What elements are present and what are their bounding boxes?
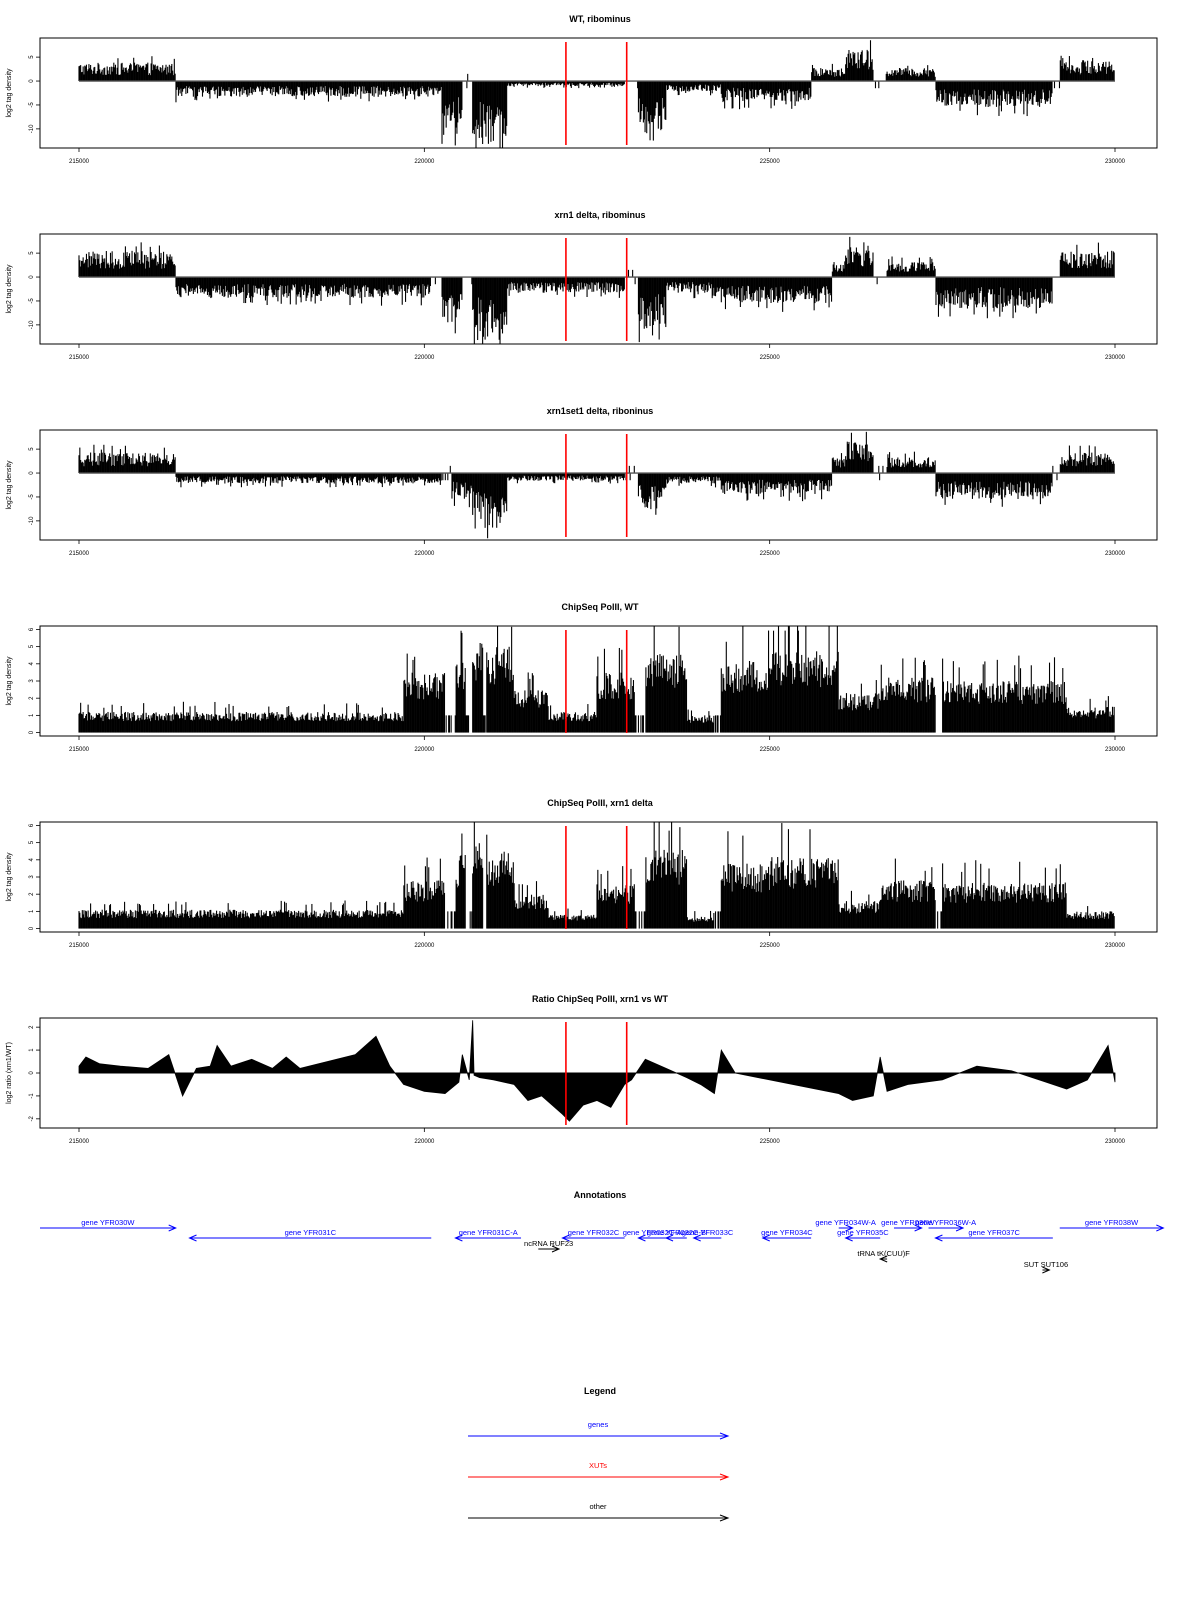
y-tick-label: 6 [29, 823, 35, 827]
y-tick-label: 0 [29, 79, 35, 83]
x-tick-label: 215000 [69, 355, 90, 361]
chart-panel-1: WT, ribominus 5 0 -5 -10 log2 tag density 2150… [6, 14, 1158, 165]
chart-title: xrn1 delta, ribominus [554, 210, 645, 220]
y-tick-label: 3 [29, 875, 35, 879]
chart-panel-5: ChipSeq PolII, xrn1 delta 0 1 2 3 4 5 6 log2 tag… [6, 798, 1158, 949]
y-tick-label: 1 [29, 909, 35, 913]
x-tick-label: 225000 [760, 551, 781, 557]
y-tick-label: 5 [29, 644, 35, 648]
chart-panel-2: xrn1 delta, ribominus 5 0 -5 -10 log2 tag den… [6, 210, 1158, 361]
y-tick-label: 1 [29, 713, 35, 717]
y-tick-label: -10 [29, 516, 35, 525]
data-marks [78, 822, 1115, 929]
y-tick-label: 0 [29, 926, 35, 930]
x-tick-label: 225000 [760, 747, 781, 753]
x-tick-label: 225000 [760, 943, 781, 949]
y-tick-label: 5 [29, 447, 35, 451]
y-axis-label: log2 tag density [6, 68, 13, 118]
data-marks [78, 236, 1115, 344]
y-tick-label: 5 [29, 840, 35, 844]
plot-frame [39, 233, 1158, 345]
y-axis-label: log2 tag density [6, 852, 13, 902]
y-tick-label: 5 [29, 251, 35, 255]
data-marks [78, 40, 1115, 148]
x-tick-label: 215000 [69, 551, 90, 557]
y-tick-label: 5 [29, 55, 35, 59]
chart-panel-3: xrn1set1 delta, riboninus 5 0 -5 -10 log2 tag… [6, 406, 1158, 557]
y-tick-label: -5 [29, 298, 35, 304]
x-tick-label: 215000 [69, 943, 90, 949]
data-marks [78, 431, 1115, 539]
data-marks [78, 626, 1115, 733]
y-tick-label: 4 [29, 661, 35, 665]
y-tick-label: 4 [29, 857, 35, 861]
chart-title: ChipSeq PolII, xrn1 delta [547, 798, 654, 808]
x-tick-label: 220000 [414, 551, 435, 557]
y-tick-label: 0 [29, 730, 35, 734]
y-axis-label: log2 tag density [6, 460, 13, 510]
x-tick-label: 225000 [760, 159, 781, 165]
y-tick-label: -10 [29, 320, 35, 329]
y-tick-label: 2 [29, 892, 35, 896]
x-tick-label: 225000 [760, 355, 781, 361]
x-tick-label: 220000 [414, 747, 435, 753]
y-tick-label: -10 [29, 124, 35, 133]
plot-frame [39, 429, 1158, 541]
plot-frame [39, 37, 1158, 149]
y-tick-label: 3 [29, 679, 35, 683]
x-tick-label: 230000 [1105, 355, 1126, 361]
chart-panel-4: ChipSeq PolII, WT 0 1 2 3 4 5 6 log2 tag density… [6, 602, 1158, 753]
chart-title: xrn1set1 delta, riboninus [547, 406, 654, 416]
x-tick-label: 215000 [69, 747, 90, 753]
y-axis-label: log2 tag density [6, 656, 13, 706]
x-tick-label: 220000 [414, 943, 435, 949]
y-tick-label: 0 [29, 471, 35, 475]
y-tick-label: 0 [29, 275, 35, 279]
chart-title: ChipSeq PolII, WT [562, 602, 639, 612]
x-tick-label: 220000 [414, 159, 435, 165]
x-tick-label: 230000 [1105, 943, 1126, 949]
y-axis-label: log2 tag density [6, 264, 13, 314]
x-tick-label: 230000 [1105, 159, 1126, 165]
y-tick-label: 2 [29, 696, 35, 700]
x-tick-label: 215000 [69, 159, 90, 165]
x-tick-label: 230000 [1105, 747, 1126, 753]
y-tick-label: 6 [29, 627, 35, 631]
x-tick-label: 230000 [1105, 551, 1126, 557]
y-tick-label: -5 [29, 494, 35, 500]
y-tick-label: -5 [29, 102, 35, 108]
chart-title: WT, ribominus [569, 14, 631, 24]
x-tick-label: 220000 [414, 355, 435, 361]
